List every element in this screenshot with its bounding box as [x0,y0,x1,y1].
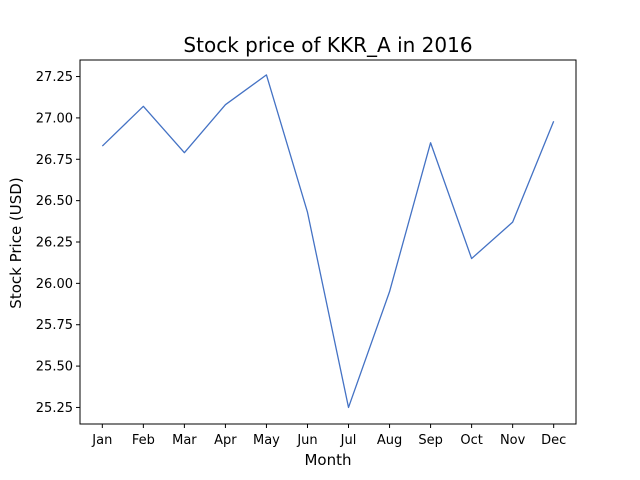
x-tick-label: May [253,433,280,448]
x-tick-label: Jul [340,433,357,448]
y-tick-label: 26.75 [36,153,73,168]
y-tick-label: 27.00 [36,111,73,126]
x-tick-label: Dec [541,433,566,448]
x-tick-label: Feb [132,433,155,448]
x-tick-label: Jan [91,433,112,448]
x-tick-label: Oct [460,433,482,448]
y-axis-label: Stock Price (USD) [7,177,25,308]
y-tick-label: 25.25 [36,401,73,416]
x-tick-label: Jun [296,433,317,448]
y-tick-label: 25.50 [36,360,73,375]
plot-area: 25.25 25.50 25.75 26.00 26.25 26.50 26.75 27.00… [36,59,577,448]
x-tick-label: Apr [214,433,237,448]
x-tick-label: Sep [418,433,443,448]
x-tick-label: Mar [172,433,197,448]
y-tick-label: 26.50 [36,194,73,209]
y-tick-label: 26.00 [36,277,73,292]
x-axis-label: Month [304,451,351,469]
x-tick-label: Aug [377,433,402,448]
x-tick-label: Nov [500,433,526,448]
y-tick-label: 26.25 [36,236,73,251]
chart-title: Stock price of KKR_A in 2016 [183,33,472,57]
y-tick-label: 25.75 [36,318,73,333]
y-tick-label: 27.25 [36,70,73,85]
series-line [101,74,555,409]
